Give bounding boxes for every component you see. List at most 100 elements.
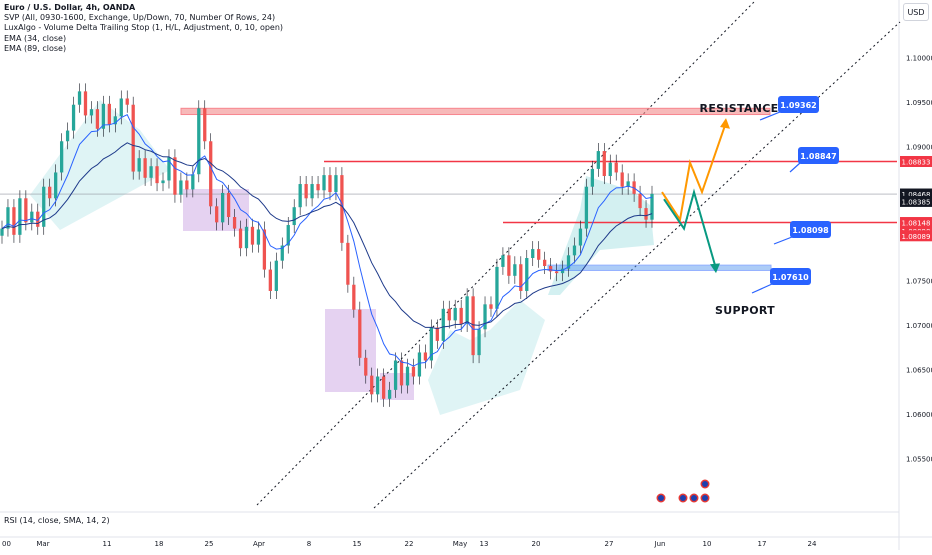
candle[interactable] bbox=[638, 193, 642, 209]
support-zone[interactable] bbox=[547, 264, 772, 271]
candle[interactable] bbox=[203, 108, 207, 142]
candle[interactable] bbox=[36, 211, 40, 227]
candle[interactable] bbox=[286, 225, 290, 246]
candle[interactable] bbox=[322, 175, 326, 191]
candle[interactable] bbox=[358, 309, 362, 358]
candle[interactable] bbox=[179, 180, 183, 195]
candle[interactable] bbox=[459, 307, 463, 324]
candle[interactable] bbox=[411, 366, 416, 377]
candle[interactable] bbox=[447, 308, 451, 321]
candle[interactable] bbox=[197, 108, 201, 175]
candle[interactable] bbox=[65, 130, 70, 142]
candle[interactable] bbox=[531, 249, 535, 258]
candle[interactable] bbox=[310, 184, 314, 199]
candle[interactable] bbox=[256, 229, 261, 245]
candle[interactable] bbox=[262, 229, 267, 270]
candle[interactable] bbox=[477, 329, 481, 356]
candle[interactable] bbox=[101, 103, 106, 129]
candle[interactable] bbox=[626, 181, 630, 187]
candle[interactable] bbox=[560, 268, 565, 274]
candle[interactable] bbox=[215, 206, 219, 223]
candle[interactable] bbox=[292, 207, 296, 226]
candle[interactable] bbox=[471, 296, 475, 356]
candle[interactable] bbox=[125, 98, 129, 105]
price-callout[interactable] bbox=[790, 221, 831, 238]
candle[interactable] bbox=[328, 175, 332, 193]
price-callout[interactable] bbox=[798, 147, 839, 164]
candle[interactable] bbox=[382, 376, 386, 399]
candle[interactable] bbox=[495, 266, 499, 309]
candle[interactable] bbox=[405, 366, 410, 386]
candle[interactable] bbox=[417, 352, 422, 377]
candle[interactable] bbox=[232, 217, 237, 229]
candle[interactable] bbox=[89, 109, 94, 116]
indicator-svp[interactable]: SVP (All, 0930-1600, Exchange, Up/Down, … bbox=[4, 13, 276, 23]
candle[interactable] bbox=[149, 166, 153, 178]
candle[interactable] bbox=[376, 376, 380, 395]
candle[interactable] bbox=[453, 307, 457, 321]
candle[interactable] bbox=[107, 103, 111, 125]
candle[interactable] bbox=[441, 308, 445, 341]
candle[interactable] bbox=[399, 360, 404, 386]
candle[interactable] bbox=[268, 269, 272, 291]
candle[interactable] bbox=[650, 193, 654, 220]
forecast-bearish-path[interactable] bbox=[663, 188, 717, 269]
candle[interactable] bbox=[71, 104, 76, 131]
candle[interactable] bbox=[304, 184, 308, 199]
candle[interactable] bbox=[143, 158, 147, 178]
candle[interactable] bbox=[566, 255, 571, 269]
candle[interactable] bbox=[507, 255, 511, 276]
candle[interactable] bbox=[167, 157, 171, 181]
candle[interactable] bbox=[209, 141, 213, 207]
candle[interactable] bbox=[30, 211, 34, 223]
candle[interactable] bbox=[346, 242, 350, 285]
candle[interactable] bbox=[113, 116, 117, 125]
candle[interactable] bbox=[423, 352, 428, 361]
candle[interactable] bbox=[298, 184, 302, 208]
candle[interactable] bbox=[18, 198, 22, 235]
candle[interactable] bbox=[519, 264, 523, 291]
candle[interactable] bbox=[244, 226, 249, 249]
candle[interactable] bbox=[119, 98, 123, 117]
candle[interactable] bbox=[250, 226, 255, 245]
candle[interactable] bbox=[620, 172, 624, 187]
candle[interactable] bbox=[95, 109, 100, 129]
candle[interactable] bbox=[6, 207, 10, 229]
candle[interactable] bbox=[596, 151, 600, 169]
candle[interactable] bbox=[429, 327, 433, 361]
candle[interactable] bbox=[614, 162, 618, 173]
candle[interactable] bbox=[572, 245, 577, 256]
candle[interactable] bbox=[42, 186, 46, 227]
price-callout[interactable] bbox=[778, 96, 819, 113]
candle[interactable] bbox=[173, 157, 177, 195]
candle[interactable] bbox=[537, 249, 541, 260]
candle[interactable] bbox=[548, 266, 553, 272]
candle[interactable] bbox=[280, 245, 284, 261]
candle[interactable] bbox=[316, 184, 320, 191]
resistance-zone[interactable] bbox=[180, 107, 771, 116]
candle[interactable] bbox=[465, 296, 469, 324]
candle[interactable] bbox=[334, 175, 338, 193]
candle[interactable] bbox=[393, 360, 398, 390]
candle[interactable] bbox=[185, 180, 189, 190]
candle[interactable] bbox=[340, 175, 344, 243]
candle[interactable] bbox=[501, 255, 505, 267]
symbol-title[interactable]: Euro / U.S. Dollar, 4h, OANDA bbox=[4, 3, 136, 12]
candle[interactable] bbox=[24, 198, 28, 223]
candle[interactable] bbox=[131, 104, 135, 172]
candle[interactable] bbox=[435, 327, 439, 341]
indicator-luxalgo[interactable]: LuxAlgo - Volume Delta Trailing Stop (1,… bbox=[4, 23, 284, 33]
candle[interactable] bbox=[48, 186, 52, 199]
candle[interactable] bbox=[370, 375, 374, 395]
candle[interactable] bbox=[238, 228, 243, 249]
candle[interactable] bbox=[274, 260, 278, 291]
candle[interactable] bbox=[191, 174, 195, 190]
candle[interactable] bbox=[54, 172, 58, 199]
candle[interactable] bbox=[387, 389, 392, 399]
candle[interactable] bbox=[77, 91, 82, 105]
indicator-ema-34[interactable]: EMA (34, close) bbox=[4, 33, 67, 43]
rsi-label[interactable]: RSI (14, close, SMA, 14, 2) bbox=[4, 516, 110, 525]
candle[interactable] bbox=[483, 304, 487, 330]
